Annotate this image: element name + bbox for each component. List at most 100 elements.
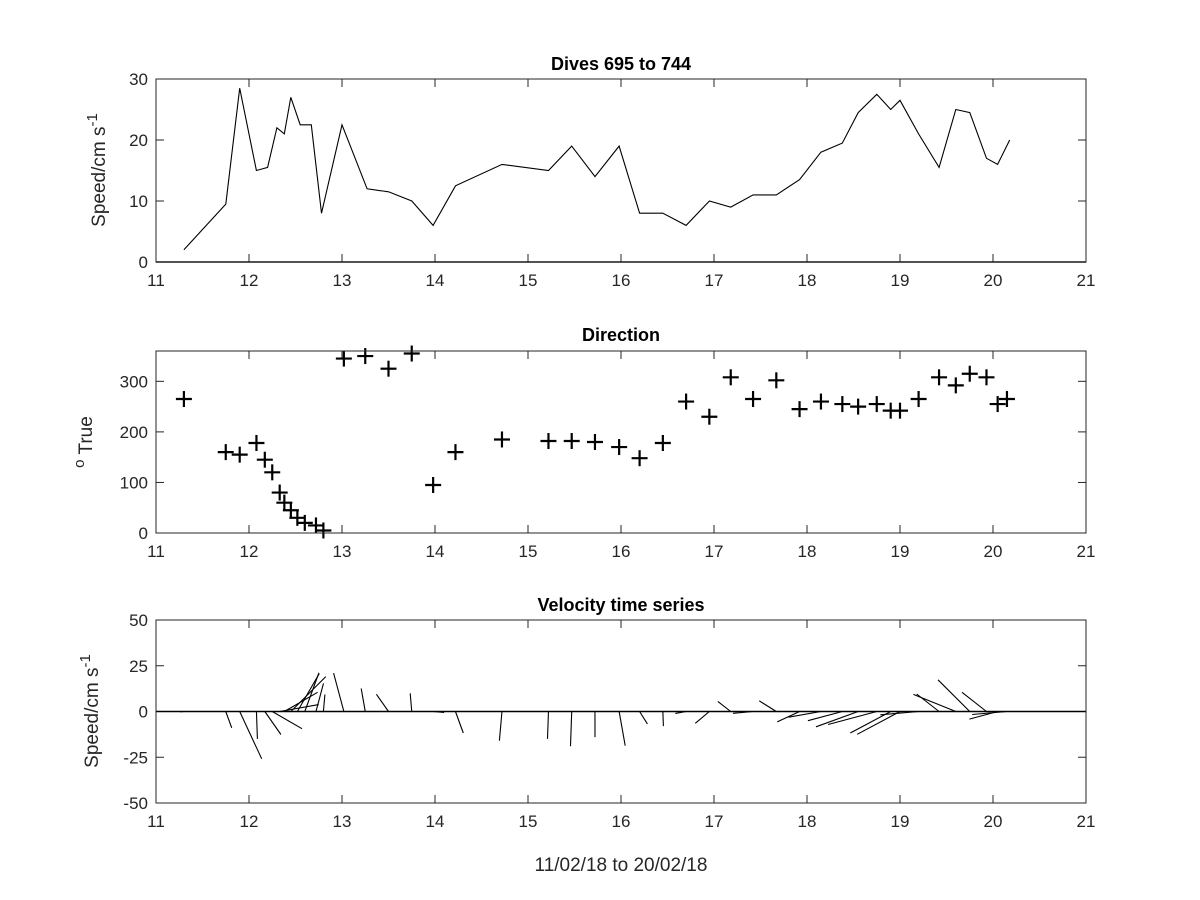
velocity-stick <box>296 673 320 712</box>
y-axis-label-main: True <box>76 416 97 459</box>
axes-frame <box>155 78 1087 263</box>
direction-point <box>745 391 762 408</box>
velocity-stick <box>290 676 327 712</box>
velocity-stick <box>788 710 822 718</box>
panel-title: Direction <box>582 325 660 345</box>
direction-point <box>540 432 557 449</box>
y-axis-label-main: Speed/cm s <box>82 668 103 768</box>
axes-frame <box>155 619 1087 804</box>
velocity-stick <box>225 711 233 728</box>
direction-point <box>217 444 234 461</box>
plot-area <box>156 672 1086 760</box>
y-tick-label: 100 <box>120 473 148 492</box>
x-tick-label: 21 <box>1077 542 1096 561</box>
direction-point <box>998 391 1015 408</box>
velocity-stick <box>815 710 859 728</box>
direction-point <box>631 450 648 467</box>
velocity-stick <box>694 711 710 724</box>
y-tick-label: 20 <box>129 131 148 150</box>
y-tick-label: 200 <box>120 423 148 442</box>
x-tick-label: 19 <box>891 812 910 831</box>
x-tick-label: 14 <box>426 812 445 831</box>
y-tick-label: -25 <box>123 748 148 767</box>
x-axis-label: 11/02/18 to 20/02/18 <box>535 855 708 876</box>
velocity-stick <box>375 693 389 712</box>
x-tick-label: 11 <box>147 271 165 290</box>
direction-point <box>791 401 808 418</box>
velocity-stick <box>972 710 1007 716</box>
direction-point <box>654 435 671 452</box>
x-tick-label: 21 <box>1077 271 1096 290</box>
x-tick-label: 21 <box>1077 812 1096 831</box>
x-tick-label: 12 <box>240 812 259 831</box>
y-axis-label-superscript: -1 <box>84 113 101 126</box>
x-tick-label: 18 <box>798 812 817 831</box>
direction-point <box>722 369 739 386</box>
velocity-stick <box>409 693 413 712</box>
velocity-stick <box>807 710 843 722</box>
velocity-stick <box>776 711 800 723</box>
direction-point <box>834 396 851 413</box>
plot-area <box>156 88 1086 263</box>
x-tick-label: 19 <box>891 542 910 561</box>
direction-point <box>493 431 510 448</box>
y-tick-label: 0 <box>139 703 148 722</box>
y-tick-label: 0 <box>139 524 148 543</box>
x-tick-label: 15 <box>519 812 538 831</box>
y-tick-label: 30 <box>129 70 148 89</box>
direction-point <box>380 360 397 377</box>
direction-point <box>256 451 273 468</box>
direction-point <box>678 393 695 410</box>
x-tick-label: 20 <box>984 812 1003 831</box>
direction-point <box>931 369 948 386</box>
y-tick-label: 25 <box>129 657 148 676</box>
velocity-stick <box>675 710 687 714</box>
direction-point <box>271 484 288 501</box>
panel-title: Velocity time series <box>537 595 704 615</box>
x-tick-label: 19 <box>891 271 910 290</box>
direction-point <box>868 396 885 413</box>
velocity-stick <box>255 711 258 739</box>
velocity-stick <box>662 711 664 727</box>
velocity-stick <box>717 700 732 712</box>
direction-point <box>315 522 332 539</box>
direction-point <box>248 435 265 452</box>
velocity-stick <box>937 679 971 712</box>
direction-point <box>282 502 299 519</box>
direction-point <box>892 402 908 419</box>
x-tick-label: 17 <box>705 271 724 290</box>
x-tick-label: 20 <box>984 271 1003 290</box>
direction-point <box>812 393 829 410</box>
x-tick-label: 13 <box>333 812 352 831</box>
x-tick-label: 17 <box>705 542 724 561</box>
x-tick-label: 14 <box>426 542 445 561</box>
velocity-stick <box>360 688 366 712</box>
velocity-stick <box>264 711 282 735</box>
x-tick-label: 11 <box>147 542 165 561</box>
direction-point <box>586 434 603 450</box>
x-tick-label: 20 <box>984 542 1003 561</box>
direction-point <box>768 372 785 389</box>
x-tick-label: 11 <box>147 812 165 831</box>
direction-point <box>989 396 1006 413</box>
y-tick-label: 10 <box>129 192 148 211</box>
x-tick-label: 18 <box>798 271 817 290</box>
direction-point <box>978 369 995 386</box>
x-tick-label: 15 <box>519 542 538 561</box>
axes-frame <box>155 350 1087 534</box>
panel-title: Dives 695 to 744 <box>551 54 691 74</box>
axes: 11 12 13 14 15 16 17 18 19 20 21 0 100 200 300 <box>120 351 1096 561</box>
x-tick-label: 18 <box>798 542 817 561</box>
velocity-stick <box>850 711 891 734</box>
panel-direction: Direction 11 12 13 14 15 16 17 18 19 20 21 0 100 200 3… <box>71 325 1095 561</box>
y-tick-label: 300 <box>120 372 148 391</box>
x-tick-label: 16 <box>612 542 631 561</box>
velocity-stick <box>239 711 263 760</box>
direction-point <box>701 408 718 425</box>
velocity-stick <box>454 711 464 734</box>
velocity-stick <box>856 711 901 735</box>
axes: 11 12 13 14 15 16 17 18 19 20 21 -50 -25 0 25 50 <box>123 611 1095 831</box>
direction-point <box>296 514 313 531</box>
velocity-stick <box>433 710 445 714</box>
